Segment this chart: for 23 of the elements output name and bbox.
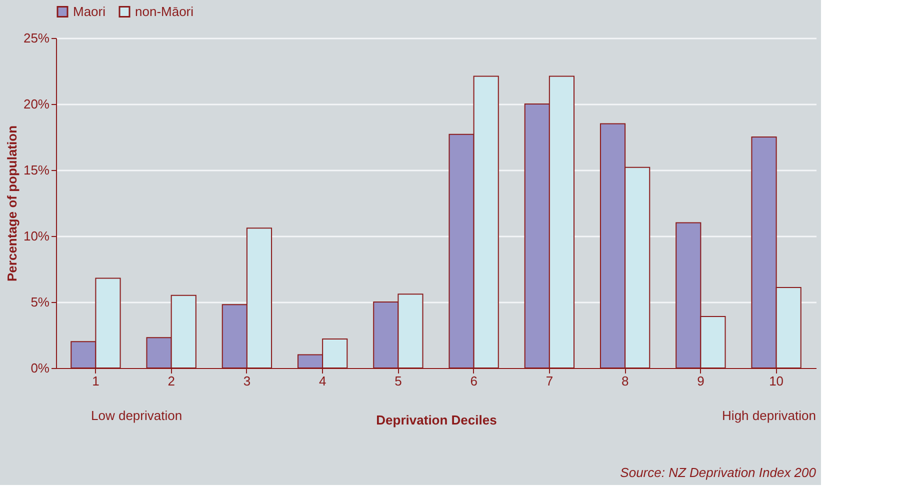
y-axis-title: Percentage of population (4, 125, 20, 282)
y-tick-label: 5% (30, 294, 50, 310)
legend-label: Maori (73, 4, 106, 19)
x-tick-label: 5 (394, 374, 402, 388)
legend-label: non-Māori (135, 4, 194, 19)
x-tick-label: 8 (621, 374, 629, 388)
x-tick-label: 10 (769, 374, 784, 388)
source-note: Source: NZ Deprivation Index 200 (620, 465, 817, 480)
y-tick-label: 20% (23, 96, 50, 112)
x-tick-label: 1 (92, 374, 100, 388)
y-tick-label: 0% (30, 360, 50, 376)
x-tick-label: 4 (318, 374, 326, 388)
x-tick-label: 2 (168, 374, 175, 388)
y-tick-label: 10% (23, 228, 50, 244)
y-tick-label: 15% (23, 162, 50, 178)
text: High deprivation (722, 408, 816, 423)
y-tick-label: 25% (23, 30, 50, 46)
x-axis-title: Deprivation Deciles (376, 412, 497, 428)
x-tick-label: 9 (697, 374, 704, 388)
x-tick-label: 7 (546, 374, 554, 388)
text: Low deprivation (91, 408, 182, 423)
x-tick-label: 6 (470, 374, 478, 388)
x-tick-label: 3 (243, 374, 251, 388)
